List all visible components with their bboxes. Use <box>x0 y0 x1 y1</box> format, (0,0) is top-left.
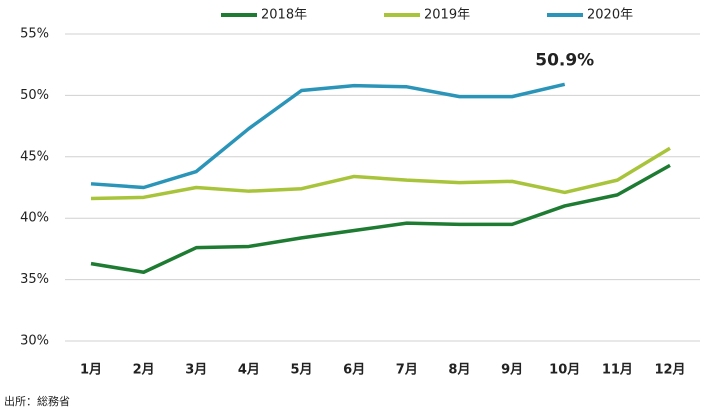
y-tick-label: 35% <box>20 272 49 287</box>
y-tick-label: 50% <box>20 88 49 103</box>
x-tick-label: 11月 <box>602 363 633 378</box>
x-tick-label: 10月 <box>549 363 580 378</box>
y-tick-label: 40% <box>20 211 49 226</box>
legend-label: 2018年 <box>261 8 307 23</box>
x-tick-label: 6月 <box>343 363 365 378</box>
x-tick-label: 3月 <box>185 363 207 378</box>
series-line <box>90 82 566 190</box>
x-tick-label: 12月 <box>654 363 685 378</box>
legend-label: 2020年 <box>587 8 633 23</box>
value-label: 50.9% <box>535 50 594 70</box>
y-tick-label: 30% <box>20 334 49 349</box>
x-tick-label: 5月 <box>291 363 313 378</box>
x-tick-label: 1月 <box>80 363 102 378</box>
x-tick-label: 7月 <box>396 363 418 378</box>
y-tick-label: 55% <box>20 27 49 42</box>
legend-label: 2019年 <box>424 8 470 23</box>
series-line <box>90 146 671 201</box>
series-line <box>90 163 671 274</box>
x-tick-label: 9月 <box>501 363 523 378</box>
x-tick-label: 4月 <box>238 363 260 378</box>
y-tick-label: 45% <box>20 149 49 164</box>
x-tick-label: 8月 <box>448 363 470 378</box>
source: 出所：総務省 <box>4 394 70 408</box>
x-tick-label: 2月 <box>133 363 155 378</box>
